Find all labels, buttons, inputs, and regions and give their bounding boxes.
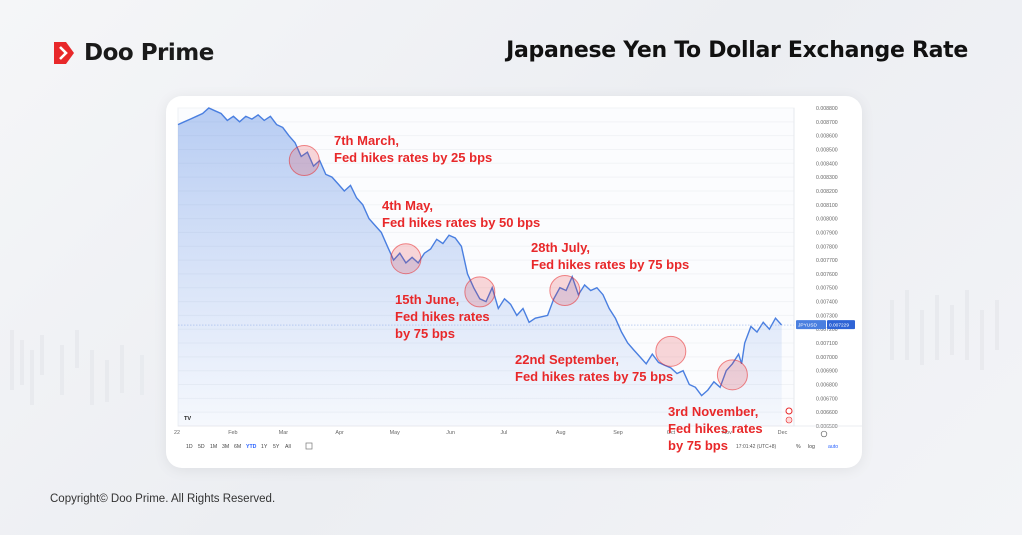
brand-name: Doo Prime: [84, 40, 214, 66]
annotation-label: Fed hikes rates by 75 bps: [531, 257, 689, 272]
y-tick-label: 0.007000: [816, 355, 838, 361]
y-tick-label: 0.007100: [816, 341, 838, 347]
y-tick-label: 0.008600: [816, 134, 838, 140]
current-price-value: 0.007229: [829, 323, 849, 329]
y-tick-label: 0.007400: [816, 300, 838, 306]
range-button-all[interactable]: All: [285, 444, 291, 450]
range-button-5y[interactable]: 5Y: [273, 444, 280, 450]
annotation-label: 22nd September,: [515, 352, 619, 367]
annotation-label: Fed hikes rates by 50 bps: [382, 215, 540, 230]
y-tick-label: 0.006800: [816, 383, 838, 389]
annotation-label: Fed hikes rates: [668, 421, 763, 436]
settings-gear-icon[interactable]: [820, 430, 828, 438]
page-title: Japanese Yen To Dollar Exchange Rate: [506, 38, 968, 63]
current-price-symbol-tag: [796, 320, 826, 330]
x-tick-label: 22: [174, 430, 180, 436]
y-tick-label: 0.006700: [816, 396, 838, 402]
y-tick-label: 0.008700: [816, 120, 838, 126]
event-marker-icon[interactable]: [785, 407, 793, 415]
x-tick-label: Oct: [667, 430, 676, 436]
x-tick-label: Sep: [613, 430, 623, 436]
y-tick-label: 0.008400: [816, 161, 838, 167]
y-tick-label: 0.007700: [816, 258, 838, 264]
annotation-marker: [464, 276, 496, 308]
annotation-marker: [390, 243, 422, 275]
x-tick-label: Nov: [722, 430, 732, 436]
chart-card: 0.008800 0.008700 0.008600 0.008500 0.008400…: [166, 96, 862, 468]
x-tick-label: Feb: [228, 430, 237, 436]
range-button-5d[interactable]: 5D: [198, 444, 205, 450]
chart: 0.008800 0.008700 0.008600 0.008500 0.008400…: [174, 106, 862, 453]
annotation-label: by 75 bps: [668, 438, 728, 453]
range-button-1d[interactable]: 1D: [186, 444, 193, 450]
x-tick-label: Aug: [556, 430, 566, 436]
range-button-6m[interactable]: 6M: [234, 444, 241, 450]
scale-option-log[interactable]: log: [808, 444, 815, 450]
y-tick-label: 0.007600: [816, 272, 838, 278]
x-tick-label: May: [390, 430, 400, 436]
brand: Doo Prime: [52, 40, 214, 66]
current-price-symbol: JPYUSD: [798, 323, 817, 329]
x-tick-label: Jul: [500, 430, 507, 436]
flag-icon: [785, 416, 793, 424]
y-tick-label: 0.008200: [816, 189, 838, 195]
tradingview-logo-icon: TV: [184, 416, 191, 422]
range-button-3m[interactable]: 3M: [222, 444, 229, 450]
doo-prime-logo-icon: [54, 42, 74, 64]
y-tick-label: 0.008500: [816, 147, 838, 153]
x-tick-label: Apr: [335, 430, 344, 436]
annotation-marker: [288, 145, 320, 177]
y-tick-label: 0.007900: [816, 230, 838, 236]
range-button-1y[interactable]: 1Y: [261, 444, 268, 450]
y-tick-label: 0.007300: [816, 313, 838, 319]
y-tick-label: 0.008800: [816, 106, 838, 112]
annotation-marker: [655, 335, 687, 367]
x-tick-label: Mar: [279, 430, 288, 436]
y-tick-label: 0.008300: [816, 175, 838, 181]
annotation-marker: [549, 275, 581, 307]
y-tick-label: 0.008000: [816, 217, 838, 223]
scale-option-auto[interactable]: auto: [828, 444, 838, 450]
y-tick-label: 0.007800: [816, 244, 838, 250]
annotation-label: 7th March,: [334, 133, 399, 148]
range-button-ytd[interactable]: YTD: [246, 444, 257, 450]
annotation-label: 28th July,: [531, 240, 590, 255]
annotation-label: 3rd November,: [668, 404, 758, 419]
x-tick-label: Dec: [778, 430, 788, 436]
annotation-label: Fed hikes rates by 75 bps: [515, 369, 673, 384]
y-tick-label: 0.006500: [816, 424, 838, 430]
range-button-1m[interactable]: 1M: [210, 444, 217, 450]
y-tick-label: 0.006900: [816, 369, 838, 375]
annotation-label: by 75 bps: [395, 326, 455, 341]
current-price-value-tag: [827, 320, 855, 330]
y-tick-label: 0.006600: [816, 410, 838, 416]
annotation-label: 4th May,: [382, 198, 433, 213]
y-tick-label: 0.007500: [816, 286, 838, 292]
series-area: [178, 108, 782, 426]
toolbar-time: 17:01:42 (UTC+8): [736, 444, 776, 450]
annotation-label: Fed hikes rates by 25 bps: [334, 150, 492, 165]
y-tick-label: 0.007200: [816, 327, 838, 333]
annotation-label: 15th June,: [395, 292, 459, 307]
x-tick-label: Jun: [446, 430, 455, 436]
scale-option-percent[interactable]: %: [796, 444, 801, 450]
annotation-label: Fed hikes rates: [395, 309, 490, 324]
series-line: [177, 107, 783, 397]
copyright-text: Copyright© Doo Prime. All Rights Reserve…: [50, 493, 276, 505]
calendar-icon[interactable]: [305, 442, 313, 450]
annotation-marker: [716, 359, 748, 391]
y-tick-label: 0.008100: [816, 203, 838, 209]
